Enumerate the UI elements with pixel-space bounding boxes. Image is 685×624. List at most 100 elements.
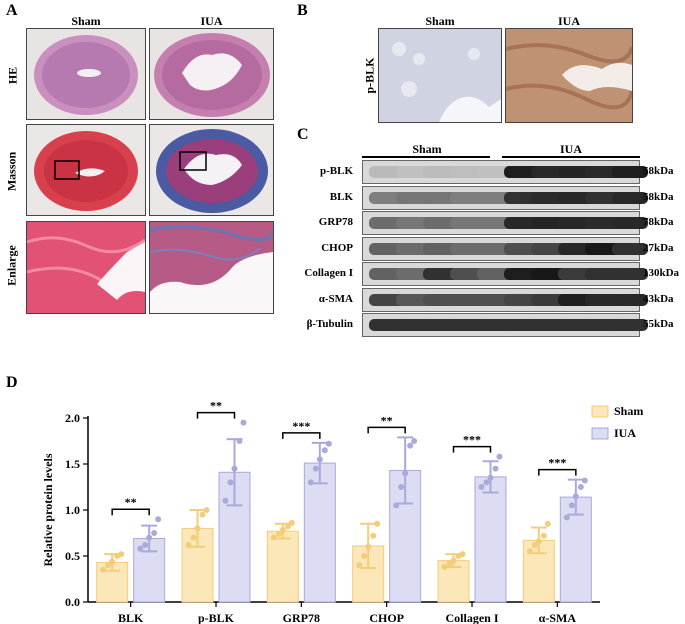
data-point [142, 541, 149, 548]
x-tick-label: p-BLK [198, 611, 235, 624]
panel-a-row-he: HE [5, 66, 20, 85]
bar [559, 496, 592, 603]
bar [303, 462, 336, 603]
data-point [544, 520, 551, 527]
significance-bracket [452, 445, 492, 453]
data-point [459, 551, 466, 558]
data-point [270, 534, 277, 541]
data-point [483, 479, 490, 486]
wb-row [362, 262, 648, 286]
data-point [236, 438, 243, 444]
data-point [492, 465, 499, 472]
wb-row-kda: 58kDa [643, 165, 674, 177]
wb-row [362, 236, 648, 261]
he-iua-image [149, 28, 274, 120]
wb-row-label: p-BLK [319, 165, 353, 177]
panel-a-row-enlarge: Enlarge [4, 245, 19, 286]
bar [266, 530, 299, 603]
y-tick-label: 0.0 [65, 595, 80, 609]
significance-label: ** [381, 413, 393, 427]
ihc-sham-image [378, 28, 502, 123]
panel-label-d: D [6, 374, 18, 391]
y-tick-label: 1.0 [65, 503, 80, 517]
wb-row-label: BLK [329, 190, 353, 203]
data-point [581, 477, 588, 484]
wb-band [612, 217, 648, 229]
wb-row [362, 160, 648, 184]
wb-row [362, 313, 648, 337]
wb-group-iua-line [502, 156, 640, 158]
data-point [393, 502, 400, 509]
data-point [398, 484, 405, 490]
data-point [316, 456, 323, 463]
panel-b-row-label: p-BLK [362, 57, 377, 94]
data-point [185, 541, 192, 548]
data-point [240, 419, 247, 426]
wb-row-kda: 58kDa [643, 190, 674, 203]
data-point [407, 442, 414, 449]
wb-row [362, 211, 648, 235]
data-point [441, 564, 448, 571]
wb-band [612, 319, 648, 331]
enlarge-iua-image [149, 221, 274, 314]
data-point [279, 527, 286, 534]
legend-label: Sham [614, 404, 643, 418]
data-point [526, 548, 533, 555]
wb-row-label: β-Tubulin [306, 318, 353, 330]
protein-levels-chart: Relative protein levels 0.0 0.5 1.0 1.5 2.0 BL… [41, 399, 643, 624]
data-point [105, 562, 112, 569]
x-tick-label: CHOP [369, 611, 404, 624]
wb-group-sham-line [362, 156, 490, 158]
data-point [535, 538, 542, 545]
significance-bracket [282, 432, 321, 439]
data-point [321, 447, 328, 454]
data-point [540, 532, 547, 539]
masson-sham-image [26, 124, 146, 216]
data-point [284, 523, 291, 530]
data-point [190, 534, 197, 541]
x-tick-label: Collagen I [445, 611, 498, 624]
significance-label: *** [292, 419, 310, 433]
significance-label: *** [463, 433, 481, 447]
panel-a-col-sham: Sham [71, 14, 101, 28]
significance-bracket [538, 468, 577, 476]
data-point [288, 519, 295, 526]
wb-row-kda: 78kDa [643, 216, 674, 228]
ihc-iua-image [505, 28, 633, 123]
panel-a-col-iua: IUA [200, 14, 223, 28]
data-point [100, 566, 107, 573]
data-point [203, 507, 210, 513]
enlarge-sham-image [26, 221, 146, 314]
data-point [231, 465, 238, 472]
data-point [151, 530, 158, 536]
data-point [307, 479, 314, 486]
y-tick-label: 2.0 [65, 411, 80, 425]
data-point [563, 514, 570, 521]
y-tick-label: 1.5 [65, 457, 80, 471]
wb-row-kda: 130kDa [643, 267, 680, 279]
data-point [194, 525, 201, 532]
significance-bracket [111, 508, 150, 516]
panel-a-row-masson: Masson [4, 151, 19, 192]
significance-bracket [196, 411, 236, 419]
panel-label-c: C [297, 126, 309, 143]
wb-band [612, 293, 648, 306]
data-point [227, 479, 234, 486]
data-point [370, 532, 377, 539]
wb-row-label: GRP78 [318, 216, 353, 228]
y-tick-label: 0.5 [65, 549, 80, 563]
panel-b-col-sham: Sham [425, 14, 455, 28]
data-point [361, 553, 368, 559]
data-point [137, 545, 144, 552]
wb-row-kda: 43kDa [643, 292, 674, 305]
data-point [568, 502, 575, 509]
panel-label-b: B [297, 2, 308, 19]
wb-band [612, 166, 648, 178]
wb-row [362, 185, 648, 210]
wb-row-label: CHOP [321, 241, 353, 254]
legend-label: IUA [614, 426, 636, 440]
data-point [402, 470, 409, 477]
data-point [577, 484, 584, 490]
data-point [411, 438, 418, 444]
data-point [222, 497, 229, 504]
